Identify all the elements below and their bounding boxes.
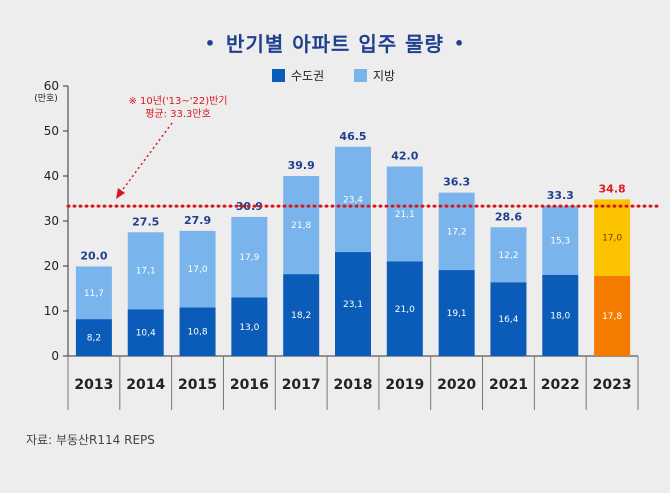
y-tick-label: 40 bbox=[44, 169, 59, 183]
y-unit-label: (만호) bbox=[34, 93, 58, 104]
data-label-total: 28.6 bbox=[495, 210, 522, 223]
bar-metro-2014 bbox=[127, 309, 164, 356]
average-annotation-line1: ※ 10년('13~'22)반기 bbox=[128, 95, 227, 107]
data-label-metro: 10,8 bbox=[188, 328, 208, 338]
data-label-metro: 23,1 bbox=[343, 300, 363, 310]
data-label-region: 17,0 bbox=[188, 265, 208, 275]
bar-region-2018 bbox=[335, 146, 371, 253]
data-label-metro: 16,4 bbox=[498, 315, 518, 325]
data-label-metro: 13,0 bbox=[239, 323, 259, 333]
y-tick-label: 50 bbox=[44, 124, 59, 138]
bar-region-2016 bbox=[231, 216, 268, 298]
y-tick-label: 10 bbox=[44, 304, 59, 318]
x-tick-label: 2016 bbox=[230, 377, 269, 393]
data-label-region: 17,2 bbox=[447, 227, 467, 237]
bar-region-2022 bbox=[542, 206, 579, 275]
data-label-total: 39.9 bbox=[288, 159, 315, 172]
average-annotation-line2: 평균: 33.3만호 bbox=[145, 108, 211, 120]
bar-region-2013 bbox=[75, 266, 112, 320]
bar-region-2019 bbox=[386, 166, 423, 262]
x-tick-label: 2022 bbox=[541, 377, 580, 393]
bar-metro-2019 bbox=[386, 261, 423, 356]
data-label-region: 17,0 bbox=[602, 234, 622, 244]
x-tick-label: 2017 bbox=[282, 377, 321, 393]
bar-metro-2015 bbox=[179, 307, 216, 356]
x-tick-label: 2021 bbox=[489, 377, 528, 393]
annotation-arrow-head bbox=[116, 188, 125, 199]
legend-swatch-metro bbox=[272, 69, 285, 82]
legend-swatch-region bbox=[354, 69, 367, 82]
bar-region-2017 bbox=[283, 176, 320, 275]
legend-label-region: 지방 bbox=[373, 69, 395, 83]
data-label-total: 27.5 bbox=[132, 215, 159, 228]
bar-region-2014 bbox=[127, 232, 164, 310]
data-label-metro: 17,8 bbox=[602, 312, 622, 322]
bar-metro-2022 bbox=[542, 275, 579, 356]
data-label-metro: 19,1 bbox=[447, 309, 467, 319]
bar-metro-2013 bbox=[75, 319, 112, 356]
x-tick-label: 2015 bbox=[178, 377, 217, 393]
data-label-region: 11,7 bbox=[84, 289, 104, 299]
bar-metro-2020 bbox=[438, 270, 475, 356]
data-label-region: 17,1 bbox=[136, 267, 156, 277]
chart-title-text: 반기별 아파트 입주 물량 bbox=[226, 32, 444, 56]
y-tick-label: 30 bbox=[44, 214, 59, 228]
data-label-total: 34.8 bbox=[599, 182, 626, 195]
bar-metro-2018 bbox=[335, 252, 371, 356]
data-label-metro: 8,2 bbox=[87, 334, 101, 344]
data-label-metro: 18,0 bbox=[550, 312, 570, 322]
y-tick-label: 20 bbox=[44, 259, 59, 273]
bar-region-2023 bbox=[594, 199, 631, 276]
title-bullet-left: • bbox=[204, 34, 217, 53]
x-tick-label: 2014 bbox=[126, 377, 165, 393]
chart-title: • 반기별 아파트 입주 물량 • bbox=[0, 28, 670, 57]
x-tick-label: 2018 bbox=[334, 377, 373, 393]
annotation-arrow-line bbox=[120, 122, 173, 193]
data-label-total: 20.0 bbox=[80, 249, 107, 262]
x-tick-label: 2019 bbox=[385, 377, 424, 393]
bar-metro-2021 bbox=[490, 282, 527, 356]
data-label-total: 42.0 bbox=[391, 150, 418, 163]
bar-region-2015 bbox=[179, 230, 216, 308]
data-label-total: 27.9 bbox=[184, 214, 211, 227]
data-label-total: 36.3 bbox=[443, 176, 470, 189]
x-tick-label: 2020 bbox=[437, 377, 476, 393]
y-tick-label: 60 bbox=[44, 79, 59, 93]
data-label-region: 15,3 bbox=[550, 237, 570, 247]
source-note: 자료: 부동산R114 REPS bbox=[26, 433, 155, 447]
title-bullet-right: • bbox=[453, 34, 466, 53]
data-label-region: 23,4 bbox=[343, 195, 363, 205]
data-label-region: 12,2 bbox=[498, 251, 518, 261]
bar-metro-2016 bbox=[231, 297, 268, 356]
bar-region-2021 bbox=[490, 227, 527, 283]
legend-label-metro: 수도권 bbox=[291, 69, 324, 83]
data-label-region: 17,9 bbox=[239, 253, 259, 263]
data-label-region: 21,8 bbox=[291, 221, 311, 231]
x-tick-label: 2013 bbox=[74, 377, 113, 393]
data-label-total: 33.3 bbox=[547, 189, 574, 202]
bar-metro-2023 bbox=[594, 275, 631, 356]
bar-metro-2017 bbox=[283, 274, 320, 356]
data-label-metro: 10,4 bbox=[136, 329, 156, 339]
data-label-metro: 18,2 bbox=[291, 311, 311, 321]
data-label-region: 21,1 bbox=[395, 210, 415, 220]
data-label-metro: 21,0 bbox=[395, 305, 415, 315]
y-tick-label: 0 bbox=[51, 349, 59, 363]
data-label-total: 46.5 bbox=[339, 130, 366, 143]
x-tick-label: 2023 bbox=[593, 377, 632, 393]
